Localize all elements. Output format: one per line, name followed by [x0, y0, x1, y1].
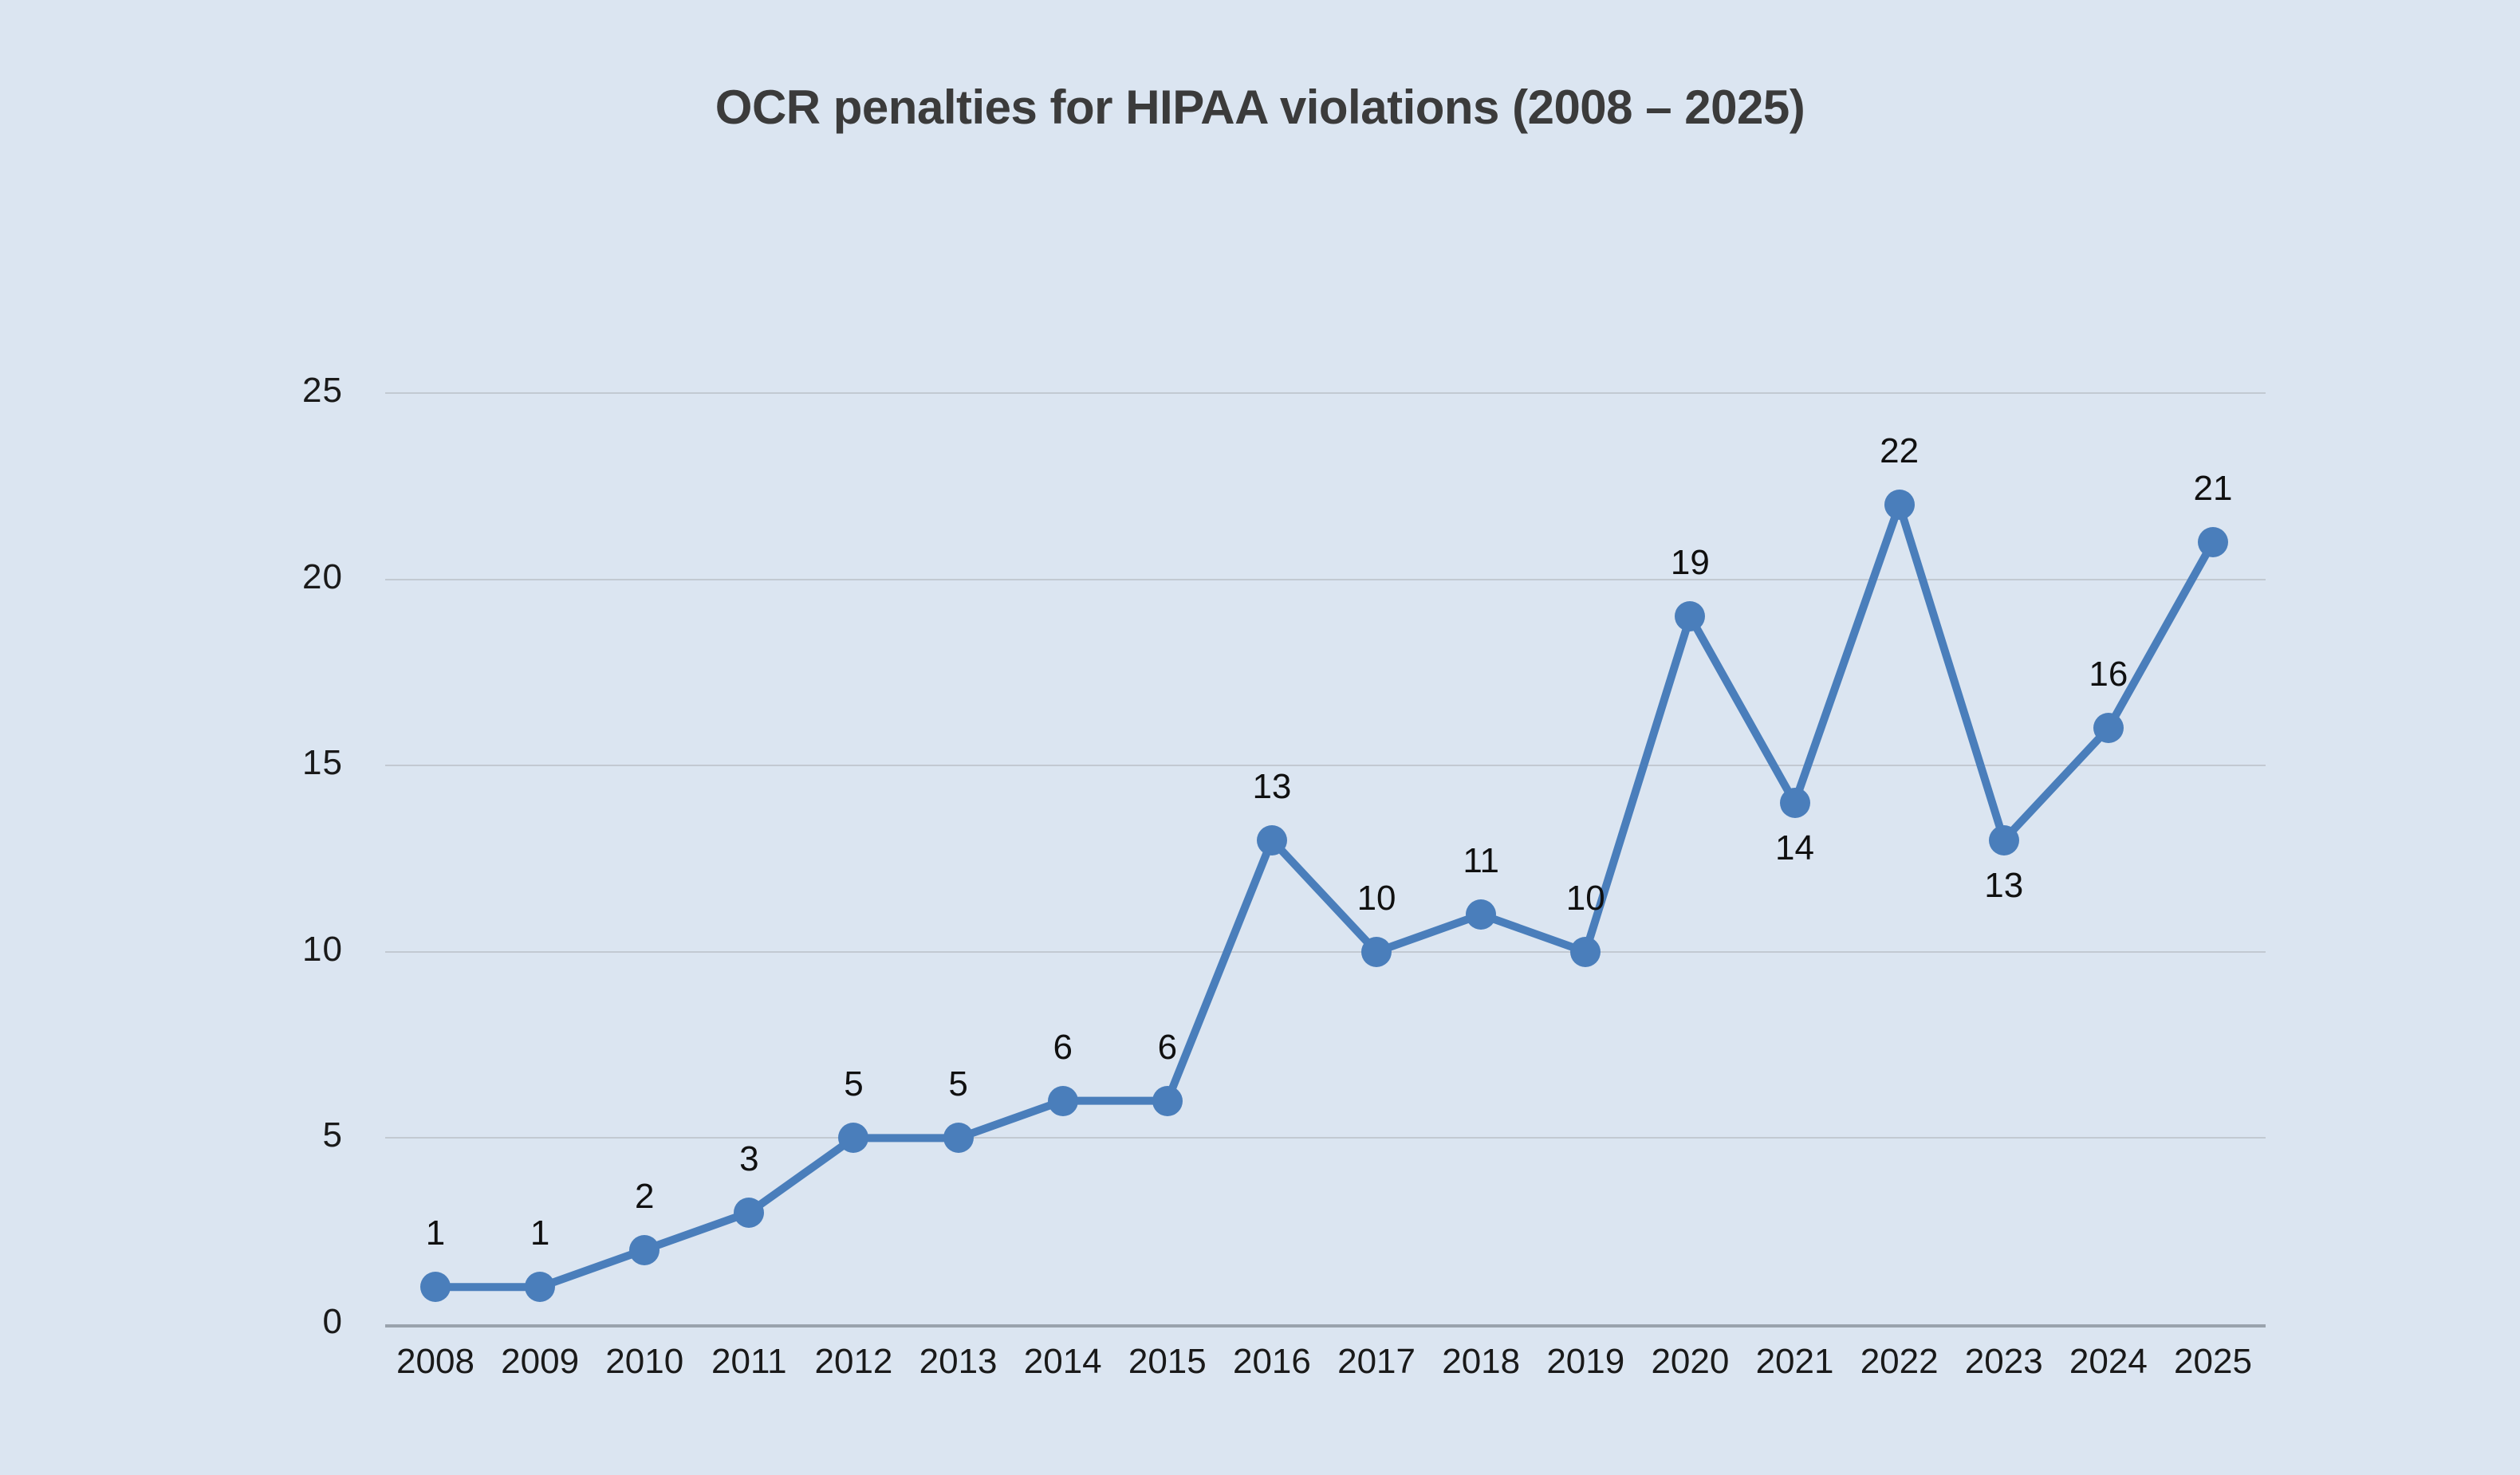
data-point-marker[interactable] [2198, 526, 2228, 557]
data-point-marker[interactable] [1152, 1085, 1183, 1116]
data-point-marker[interactable] [1675, 601, 1706, 632]
gridline [385, 578, 2266, 580]
data-value-label: 2 [634, 1176, 655, 1216]
x-axis-tick-label: 2024 [2069, 1342, 2148, 1381]
gridline [385, 765, 2266, 767]
x-axis-tick-label: 2023 [1964, 1342, 2043, 1381]
data-value-label: 19 [1670, 543, 1710, 583]
y-axis-tick-label: 20 [302, 557, 343, 596]
data-point-marker[interactable] [1779, 787, 1810, 818]
y-axis-tick-label: 5 [322, 1115, 343, 1155]
page-title: OCR penalties for HIPAA violations (2008… [715, 81, 1805, 134]
y-axis-tick-label: 10 [302, 929, 343, 969]
y-axis-tick-label: 0 [322, 1302, 343, 1341]
x-axis-line [385, 1324, 2266, 1328]
data-value-label: 3 [739, 1139, 759, 1178]
data-value-label: 10 [1565, 878, 1605, 918]
x-axis-tick-label: 2021 [1755, 1342, 1834, 1381]
data-value-label: 5 [844, 1064, 864, 1104]
gridline [385, 1137, 2266, 1139]
data-point-marker[interactable] [1466, 899, 1497, 930]
x-axis-tick-label: 2014 [1023, 1342, 1102, 1381]
data-point-marker[interactable] [1361, 936, 1392, 967]
data-value-label: 10 [1356, 878, 1396, 918]
data-value-label: 13 [1252, 766, 1292, 806]
data-value-label: 22 [1880, 431, 1920, 471]
y-axis-tick-label: 15 [302, 743, 343, 783]
data-point-marker[interactable] [525, 1272, 556, 1303]
data-value-label: 11 [1463, 841, 1500, 881]
data-value-label: 14 [1775, 828, 1814, 867]
data-value-label: 6 [1157, 1027, 1178, 1067]
data-point-marker[interactable] [1047, 1085, 1078, 1116]
data-value-label: 16 [2089, 655, 2128, 694]
data-point-marker[interactable] [2093, 713, 2124, 744]
gridline [385, 950, 2266, 953]
data-point-marker[interactable] [943, 1123, 974, 1154]
x-axis-tick-label: 2013 [919, 1342, 998, 1381]
data-point-marker[interactable] [734, 1197, 765, 1228]
data-point-marker[interactable] [629, 1234, 660, 1265]
x-axis-tick-label: 2022 [1860, 1342, 1939, 1381]
data-point-marker[interactable] [1256, 824, 1287, 856]
data-value-label: 1 [425, 1213, 446, 1253]
x-axis-tick-label: 2016 [1232, 1342, 1311, 1381]
data-value-label: 13 [1984, 865, 2024, 905]
gridline [385, 392, 2266, 394]
x-axis-tick-label: 2008 [396, 1342, 474, 1381]
x-axis-tick-label: 2020 [1651, 1342, 1730, 1381]
data-value-label: 5 [948, 1064, 968, 1104]
x-axis-tick-label: 2009 [501, 1342, 580, 1381]
x-axis-tick-label: 2019 [1546, 1342, 1625, 1381]
x-axis-tick-label: 2011 [711, 1342, 787, 1381]
x-axis-tick-label: 2018 [1442, 1342, 1521, 1381]
data-point-marker[interactable] [1988, 824, 2019, 856]
x-axis-tick-label: 2012 [814, 1342, 893, 1381]
y-axis-tick-label: 25 [302, 371, 343, 410]
x-axis-tick-label: 2025 [2174, 1342, 2252, 1381]
data-value-label: 21 [2193, 468, 2233, 508]
x-axis-tick-label: 2015 [1128, 1342, 1207, 1381]
x-axis-tick-label: 2017 [1337, 1342, 1416, 1381]
data-value-label: 1 [530, 1213, 550, 1253]
data-point-marker[interactable] [420, 1272, 451, 1303]
data-point-marker[interactable] [1884, 490, 1915, 521]
data-value-label: 6 [1053, 1027, 1073, 1067]
data-point-marker[interactable] [1570, 936, 1601, 967]
data-point-marker[interactable] [838, 1123, 869, 1154]
x-axis-tick-label: 2010 [605, 1342, 684, 1381]
